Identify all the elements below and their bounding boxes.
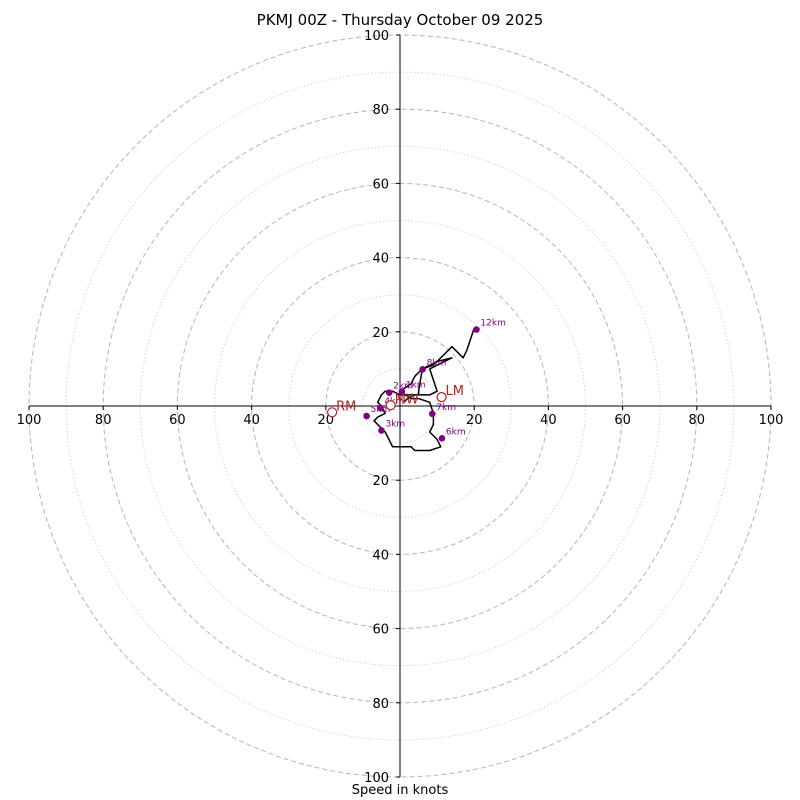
height-marker-label: 2km [393,382,413,392]
height-marker-point [385,389,393,396]
height-marker-label: 6km [446,427,466,437]
height-marker-point [377,404,384,412]
x-tick-label: 80 [95,413,112,428]
y-tick-label: 20 [372,474,389,489]
height-marker-point [428,410,436,418]
x-tick-label: 40 [540,413,557,428]
y-tick-label: 40 [372,252,389,267]
y-tick-label: 60 [372,177,389,192]
storm-motion-label: MW [395,392,419,407]
storm-motion-point [327,407,338,418]
x-tick-label: 60 [614,413,631,428]
x-tick-label: 20 [466,413,483,428]
y-tick-label: 40 [372,548,389,563]
y-tick-label: 80 [372,697,389,712]
x-tick-label: 80 [689,413,706,428]
height-marker-point [363,412,370,420]
chart-title: PKMJ 00Z - Thursday October 09 2025 [256,11,544,29]
storm-motion-label: RM [336,399,356,414]
height-marker-label: 7km [436,403,456,413]
storm-motion-point [385,400,396,411]
storm-motion-point [436,391,447,403]
height-marker-point [398,388,406,395]
x-tick-label: 100 [17,413,42,428]
y-tick-label: 60 [372,623,389,638]
x-tick-label: 40 [243,413,260,428]
x-tick-label: 100 [759,413,784,428]
height-marker-label: 8km [427,358,447,368]
height-marker-point [378,427,385,434]
x-tick-label: 60 [169,413,186,428]
height-marker-label: 1km [406,381,426,391]
storm-motion-label: LM [446,384,464,399]
hodograph-trace [373,327,475,452]
y-tick-label: 100 [364,771,389,786]
y-tick-label: 80 [372,103,389,118]
height-marker-point [419,365,426,373]
height-marker-label: 3km [385,419,405,429]
height-marker-point [438,434,446,442]
x-axis-label: Speed in knots [351,783,449,798]
y-tick-label: 100 [364,29,389,44]
height-marker-point [473,326,480,333]
height-marker-label: 12km [480,319,505,329]
y-tick-label: 20 [372,326,389,341]
